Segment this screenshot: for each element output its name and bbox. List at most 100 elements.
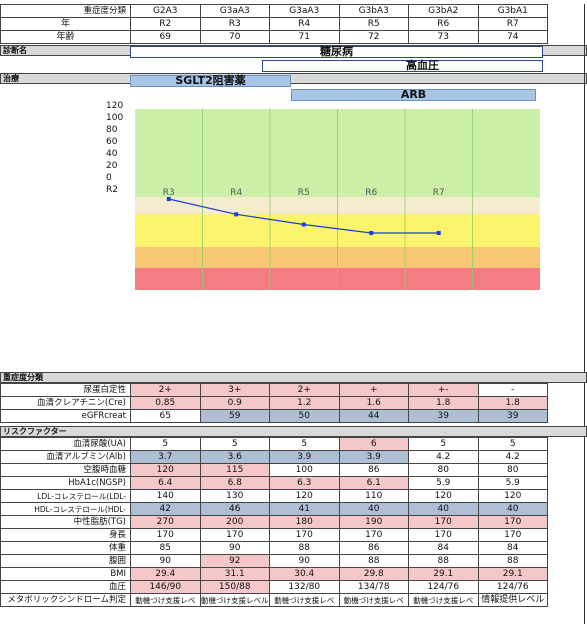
chart-y-tick: 0 <box>106 173 112 183</box>
severity-value-cell: 39 <box>408 409 479 423</box>
header-cell-ages: 71 <box>269 30 340 44</box>
risk-value-cell: 3.6 <box>199 450 270 464</box>
risk-value-cell: 4.2 <box>408 450 479 464</box>
risk-value-cell: 120 <box>130 463 201 477</box>
risk-row-label: 空腹時血糖 <box>0 463 131 477</box>
chart-y-tick: 80 <box>106 125 118 135</box>
risk-value-cell: 90 <box>130 554 201 568</box>
header-cell-years: R5 <box>338 17 409 31</box>
risk-section-label: リスクファクター <box>0 426 587 437</box>
risk-row: HbA1c(NGSP) 6.4 6.8 6.3 6.1 5.9 5.9 <box>0 476 548 490</box>
risk-value-cell: 29.8 <box>338 567 409 581</box>
risk-value-cell: 110 <box>338 489 409 503</box>
chart-x-label: R6 <box>365 188 377 198</box>
severity-section-label: 重症度分類 <box>0 372 587 383</box>
risk-value-cell: 5 <box>199 437 270 451</box>
risk-value-cell: 170 <box>408 515 479 529</box>
severity-value-cell: 0.85 <box>130 396 201 410</box>
risk-value-cell: 180 <box>269 515 340 529</box>
header-cell-ages: 73 <box>408 30 479 44</box>
diagnosis-label-hypertension: 高血圧 <box>406 59 439 72</box>
risk-value-cell: 146/90 <box>130 580 201 594</box>
risk-value-cell: 88 <box>477 554 548 568</box>
treatment-label-arb: ARB <box>400 88 427 101</box>
severity-value-cell: 2+ <box>269 383 340 397</box>
risk-value-cell: 170 <box>130 528 201 542</box>
severity-row: 血清クレアチニン(Cre) 0.85 0.9 1.2 1.6 1.8 1.8 <box>0 396 548 410</box>
header-row-label: 年 <box>0 17 131 31</box>
header-cell-stages: G3aA3 <box>269 4 340 18</box>
severity-value-cell: 1.2 <box>269 396 340 410</box>
risk-value-cell: 170 <box>477 528 548 542</box>
risk-value-cell: 6.3 <box>269 476 340 490</box>
severity-value-cell: 44 <box>338 409 409 423</box>
risk-value-cell: 132/80 <box>269 580 340 594</box>
risk-value-cell: 170 <box>269 528 340 542</box>
severity-value-cell: 1.6 <box>338 396 409 410</box>
risk-value-cell: 115 <box>199 463 270 477</box>
chart-y-tick: 60 <box>106 137 118 147</box>
severity-row: eGFRcreat 65 59 50 44 39 39 <box>0 409 548 423</box>
risk-value-cell: 100 <box>269 463 340 477</box>
risk-value-cell: 動機づけ支援レベ <box>269 593 340 607</box>
risk-row-label: HDL-コレステロール(HDL- <box>0 502 131 516</box>
header-table: 重症度分類 G2A3 G3aA3 G3aA3 G3bA3 G3bA2 G3bA1 年 R2 R3 R… <box>0 4 548 44</box>
risk-value-cell: 92 <box>199 554 270 568</box>
risk-row: 血圧 146/90 150/88 132/80 134/78 124/76 124/76 <box>0 580 548 594</box>
severity-value-cell: 3+ <box>199 383 270 397</box>
risk-row: 中性脂肪(TG) 270 200 180 190 170 170 <box>0 515 548 529</box>
risk-value-cell: 29.4 <box>130 567 201 581</box>
risk-value-cell: 120 <box>269 489 340 503</box>
header-cell-years: R7 <box>477 17 548 31</box>
risk-table: 血清尿酸(UA) 5 5 5 6 5 5 血清アルブミン(Alb) 3.7 3.6 3.9 3.9 4.… <box>0 437 548 607</box>
risk-value-cell: 5.9 <box>408 476 479 490</box>
risk-value-cell: 80 <box>477 463 548 477</box>
risk-value-cell: 動機づけ支援レベ <box>408 593 479 607</box>
risk-value-cell: 124/76 <box>408 580 479 594</box>
header-cell-years: R4 <box>269 17 340 31</box>
risk-row-label: 腹囲 <box>0 554 131 568</box>
risk-value-cell: 85 <box>130 541 201 555</box>
risk-row: 腹囲 90 92 90 88 88 88 <box>0 554 548 568</box>
header-cell-years: R3 <box>199 17 270 31</box>
risk-value-cell: 3.9 <box>269 450 340 464</box>
risk-row: 体重 85 90 88 86 84 84 <box>0 541 548 555</box>
header-cell-stages: G3bA2 <box>408 4 479 18</box>
risk-value-cell: 動機づけ支援レベル <box>199 593 270 607</box>
severity-value-cell: +- <box>408 383 479 397</box>
risk-row: LDL-コレステロール(LDL- 140 130 120 110 120 120 <box>0 489 548 503</box>
chart-point <box>166 197 171 201</box>
diagnosis-label-diabetes: 糖尿病 <box>320 45 353 58</box>
risk-value-cell: 情報提供レベル <box>477 593 548 607</box>
risk-value-cell: 88 <box>408 554 479 568</box>
risk-value-cell: 29.1 <box>477 567 548 581</box>
chart-y-tick: R2 <box>106 185 118 195</box>
header-row-ages: 年齢 69 70 71 72 73 74 <box>0 30 548 44</box>
header-cell-stages: G3bA3 <box>338 4 409 18</box>
header-cell-stages: G3bA1 <box>477 4 548 18</box>
risk-value-cell: 88 <box>338 554 409 568</box>
risk-value-cell: 120 <box>477 489 548 503</box>
chart-point <box>234 212 239 217</box>
header-cell-stages: G2A3 <box>130 4 201 18</box>
severity-row: 尿蛋白定性 2+ 3+ 2+ + +- - <box>0 383 548 397</box>
severity-value-cell: 1.8 <box>477 396 548 410</box>
severity-value-cell: - <box>477 383 548 397</box>
risk-row-label: LDL-コレステロール(LDL- <box>0 489 131 503</box>
risk-value-cell: 124/76 <box>477 580 548 594</box>
risk-value-cell: 40 <box>477 502 548 516</box>
risk-value-cell: 40 <box>338 502 409 516</box>
risk-value-cell: 29.1 <box>408 567 479 581</box>
severity-value-cell: 59 <box>199 409 270 423</box>
risk-row-label: 血清尿酸(UA) <box>0 437 131 451</box>
risk-value-cell: 30.4 <box>269 567 340 581</box>
header-cell-ages: 70 <box>199 30 270 44</box>
treatment-bar-sglt2: SGLT2阻害薬 <box>130 75 291 87</box>
chart-x-label: R5 <box>298 188 310 198</box>
risk-value-cell: 200 <box>199 515 270 529</box>
risk-row: 血清アルブミン(Alb) 3.7 3.6 3.9 3.9 4.2 4.2 <box>0 450 548 464</box>
risk-value-cell: 5.9 <box>477 476 548 490</box>
risk-value-cell: 6.8 <box>199 476 270 490</box>
diagnosis-bar-hypertension: 高血圧 <box>262 60 543 72</box>
risk-value-cell: 42 <box>130 502 201 516</box>
